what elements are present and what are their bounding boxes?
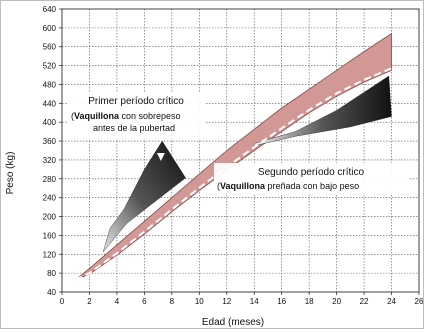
y-tick-label: 40 <box>47 288 56 297</box>
weight-band <box>76 34 392 280</box>
chart: 4080120160200240280320360400440480520560… <box>1 1 423 328</box>
segundo-line1: (Vaquillona preñada con bajo peso <box>217 181 359 191</box>
primer-line1: (Vaquillona con sobrepeso <box>71 111 181 121</box>
x-axis-label: Edad (meses) <box>202 317 264 328</box>
y-tick-label: 480 <box>43 80 57 89</box>
x-tick-label: 22 <box>360 297 369 306</box>
segundo-line1-text: preñada con bajo peso <box>265 181 359 191</box>
y-tick-label: 640 <box>43 5 57 14</box>
segundo-title: Segundo período crítico <box>258 167 365 178</box>
x-tick-label: 26 <box>415 297 423 306</box>
primer-title: Primer período crítico <box>88 96 184 107</box>
x-tick-label: 24 <box>387 297 396 306</box>
segundo-bold: Vaquillona <box>220 181 266 191</box>
y-tick-label: 560 <box>43 43 57 52</box>
primer-line1-text: con sobrepeso <box>119 111 181 121</box>
x-tick-label: 20 <box>332 297 341 306</box>
y-tick-label: 320 <box>43 156 57 165</box>
arrow-up <box>346 131 354 139</box>
y-tick-label: 280 <box>43 175 57 184</box>
y-tick-label: 200 <box>43 213 57 222</box>
y-tick-label: 360 <box>43 137 57 146</box>
primer-bold: Vaquillona <box>74 111 120 121</box>
y-tick-label: 240 <box>43 194 57 203</box>
x-tick-label: 0 <box>60 297 65 306</box>
x-tick-label: 4 <box>115 297 120 306</box>
band-area <box>76 34 392 280</box>
y-tick-label: 400 <box>43 118 57 127</box>
y-tick-label: 120 <box>43 250 57 259</box>
y-tick-label: 520 <box>43 62 57 71</box>
x-tick-label: 12 <box>222 297 231 306</box>
y-tick-label: 600 <box>43 24 57 33</box>
y-tick-label: 440 <box>43 99 57 108</box>
y-axis-label: Peso (kg) <box>5 152 16 195</box>
x-tick-label: 8 <box>170 297 175 306</box>
x-tick-label: 14 <box>250 297 259 306</box>
x-tick-label: 2 <box>87 297 92 306</box>
y-tick-label: 80 <box>47 269 56 278</box>
x-tick-label: 10 <box>195 297 204 306</box>
x-tick-label: 16 <box>277 297 286 306</box>
x-tick-label: 18 <box>305 297 314 306</box>
x-tick-label: 6 <box>142 297 147 306</box>
y-tick-label: 160 <box>43 231 57 240</box>
primer-line2: antes de la pubertad <box>93 123 175 133</box>
